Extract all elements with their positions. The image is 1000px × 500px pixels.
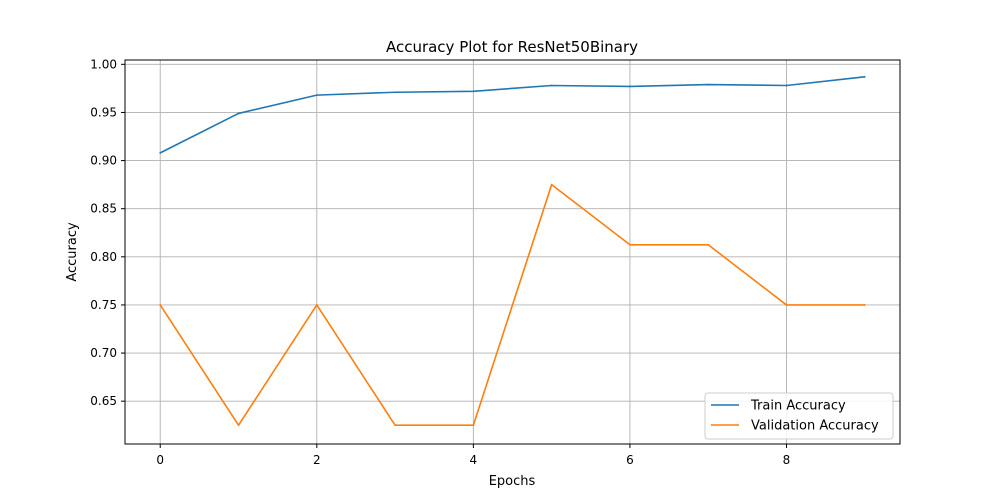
validation-accuracy-point [550,183,553,186]
train-accuracy-point [785,84,788,87]
y-axis: 0.65 0.70 0.75 0.80 0.85 0.90 0.95 1.00 [90,57,125,408]
y-tick-label: 0.95 [90,105,117,119]
x-tick-label: 0 [156,453,164,467]
series-layer [159,75,866,427]
legend: Train Accuracy Validation Accuracy [704,392,894,440]
train-accuracy-point [629,85,631,88]
chart-title: Accuracy Plot for ResNet50Binary [386,38,638,56]
validation-accuracy-point [394,424,396,427]
x-axis: 0 2 4 6 8 [156,444,790,467]
x-axis-label: Epochs [489,474,536,489]
validation-accuracy-point [237,424,240,427]
train-accuracy-point [237,112,240,115]
x-tick-label: 8 [783,453,791,467]
train-accuracy-point [472,90,475,93]
train-accuracy-point [315,94,318,97]
y-tick-label: 0.65 [90,394,117,408]
train-accuracy-point [863,75,866,78]
validation-accuracy-point [472,424,475,427]
validation-accuracy-point [629,243,631,246]
y-tick-label: 1.00 [90,57,117,71]
train-accuracy-point [159,151,162,154]
train-accuracy-point [550,84,553,87]
validation-accuracy-point [315,304,318,306]
x-tick-label: 2 [313,453,321,467]
validation-accuracy-point [785,304,788,306]
x-tick-label: 6 [626,453,634,467]
train-accuracy-point [707,83,710,86]
validation-accuracy-point [863,304,866,306]
legend-box [704,392,894,440]
y-tick-label: 0.90 [90,154,117,168]
train-accuracy-line [159,76,865,154]
grid [125,60,900,444]
y-tick-label: 0.85 [90,202,117,216]
plot-area-frame [124,59,901,445]
y-axis-label: Accuracy [65,222,80,282]
y-tick-label: 0.70 [90,346,117,360]
y-tick-label: 0.80 [90,250,117,264]
legend-label-train-accuracy: Train Accuracy [750,399,846,414]
validation-accuracy-point [159,304,162,306]
x-tick-label: 4 [470,453,478,467]
legend-label-validation-accuracy: Validation Accuracy [751,419,879,434]
validation-accuracy-line [159,183,865,427]
validation-accuracy-point [707,243,710,246]
y-tick-label: 0.75 [90,298,117,312]
train-accuracy-point [394,91,396,94]
